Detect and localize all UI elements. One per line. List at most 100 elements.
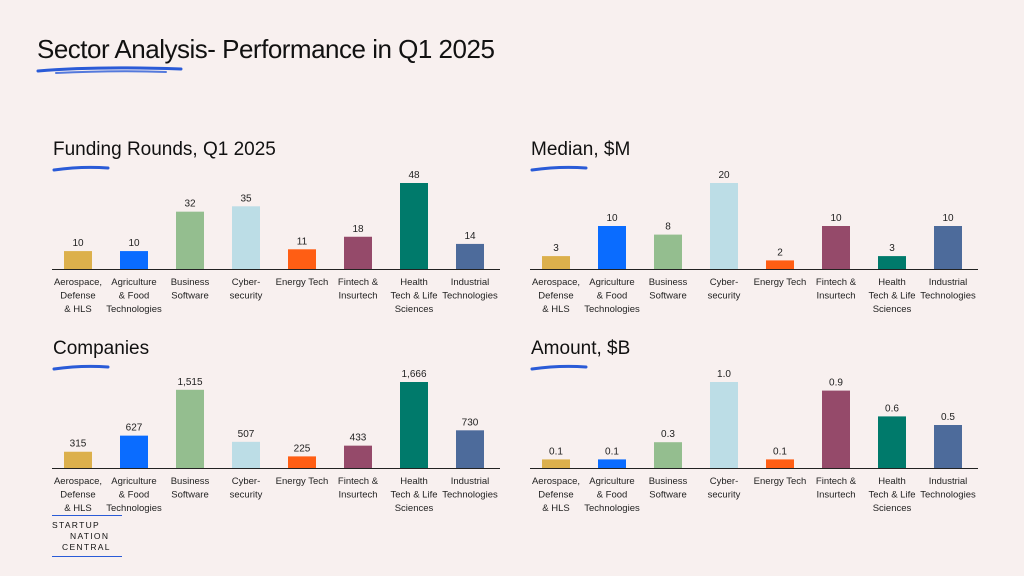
- category-label: Agriculture & Food Technologies: [106, 476, 162, 514]
- category-label: Fintech & Insurtech: [338, 277, 379, 302]
- chart-funding-rounds: Funding Rounds, Q1 2025 10 Aerospace, Defe…: [52, 139, 512, 315]
- chart-title: Funding Rounds, Q1 2025: [53, 139, 276, 160]
- data-label: 0.9: [829, 378, 843, 389]
- category-label: Energy Tech: [754, 476, 807, 487]
- data-label: 10: [830, 213, 842, 224]
- chart-amount: Amount, $B 0.1 Aerospace, Defense & HLS 0.1 A…: [530, 338, 990, 514]
- data-label: 315: [70, 439, 87, 450]
- category-label: Energy Tech: [754, 277, 807, 288]
- category-label: Cyber-security: [230, 476, 263, 501]
- category-label: Business Software: [649, 476, 688, 501]
- data-label: 18: [352, 224, 364, 235]
- bar: [878, 256, 906, 269]
- category-label: Fintech & Insurtech: [338, 476, 379, 501]
- bar: [542, 256, 570, 269]
- bar: [822, 226, 850, 269]
- category-label: Agriculture & Food Technologies: [106, 277, 162, 315]
- data-label: 0.1: [773, 446, 787, 457]
- bar: [710, 382, 738, 468]
- data-label: 3: [553, 243, 559, 254]
- bar: [400, 382, 428, 468]
- chart-companies: Companies 315 Aerospace, Defense & HLS 627 Ag…: [52, 338, 512, 514]
- category-label: Agriculture & Food Technologies: [584, 476, 640, 514]
- category-label: Agriculture & Food Technologies: [584, 277, 640, 315]
- bar: [456, 430, 484, 468]
- data-label: 35: [240, 193, 252, 204]
- data-label: 2: [777, 247, 783, 258]
- category-label: Aerospace, Defense & HLS: [532, 476, 580, 514]
- category-label: Energy Tech: [276, 476, 329, 487]
- bar: [232, 206, 260, 269]
- bar: [934, 425, 962, 468]
- chart-title-underline: [52, 165, 110, 172]
- chart-title: Amount, $B: [531, 338, 631, 359]
- bar: [120, 251, 148, 269]
- category-label: Aerospace, Defense & HLS: [532, 277, 580, 315]
- data-label: 0.3: [661, 429, 675, 440]
- data-label: 10: [128, 238, 140, 249]
- category-label: Industrial Technologies: [442, 476, 498, 501]
- logo-line: NATION: [70, 531, 110, 541]
- bar: [344, 236, 372, 269]
- data-label: 1,666: [401, 369, 426, 380]
- category-label: Industrial Technologies: [920, 277, 976, 302]
- bar: [598, 459, 626, 468]
- bar: [542, 459, 570, 468]
- bar: [710, 183, 738, 269]
- bar: [456, 243, 484, 269]
- data-label: 14: [464, 231, 476, 242]
- bar: [654, 442, 682, 468]
- bar: [598, 226, 626, 269]
- logo-line: CENTRAL: [62, 542, 111, 552]
- bar: [232, 441, 260, 468]
- category-label: Business Software: [649, 277, 688, 302]
- data-label: 32: [184, 199, 196, 210]
- category-label: Energy Tech: [276, 277, 329, 288]
- bar: [878, 416, 906, 468]
- bar-chart: 10 Aerospace, Defense & HLS 10 Agriculture & F…: [52, 170, 500, 315]
- data-label: 627: [126, 423, 143, 434]
- data-label: 433: [350, 433, 367, 444]
- bar-chart: 0.1 Aerospace, Defense & HLS 0.1 Agriculture &…: [530, 369, 978, 514]
- bar: [176, 389, 204, 468]
- data-label: 730: [462, 417, 479, 428]
- bar: [766, 260, 794, 269]
- data-label: 8: [665, 222, 671, 233]
- chart-title-underline: [52, 364, 110, 371]
- category-label: Business Software: [171, 476, 210, 501]
- bar: [288, 249, 316, 269]
- category-label: Business Software: [171, 277, 210, 302]
- data-label: 10: [942, 213, 954, 224]
- category-label: Industrial Technologies: [442, 277, 498, 302]
- page-title: Sector Analysis- Performance in Q1 2025: [37, 34, 495, 64]
- category-label: Health Tech & Life Sciences: [391, 277, 438, 315]
- data-label: 225: [294, 443, 311, 454]
- bar: [288, 456, 316, 468]
- bar: [766, 459, 794, 468]
- category-label: Aerospace, Defense & HLS: [54, 476, 102, 514]
- bar: [822, 390, 850, 468]
- bar: [400, 183, 428, 269]
- category-label: Aerospace, Defense & HLS: [54, 277, 102, 315]
- category-label: Cyber-security: [708, 277, 741, 302]
- data-label: 507: [238, 429, 255, 440]
- category-label: Health Tech & Life Sciences: [869, 277, 916, 315]
- category-label: Cyber-security: [708, 476, 741, 501]
- bar: [64, 451, 92, 468]
- data-label: 3: [889, 243, 895, 254]
- category-label: Cyber-security: [230, 277, 263, 302]
- data-label: 0.1: [549, 446, 563, 457]
- title-underline-swoosh: [36, 66, 183, 74]
- chart-median: Median, $M 3 Aerospace, Defense & HLS 10 Agri…: [530, 139, 990, 315]
- chart-title: Median, $M: [531, 139, 631, 160]
- data-label: 48: [408, 170, 420, 181]
- data-label: 10: [72, 238, 84, 249]
- bar: [344, 445, 372, 468]
- logo-line: STARTUP: [52, 520, 100, 530]
- category-label: Health Tech & Life Sciences: [391, 476, 438, 514]
- bar: [654, 234, 682, 269]
- category-label: Industrial Technologies: [920, 476, 976, 501]
- chart-title-underline: [530, 165, 588, 172]
- bar: [934, 226, 962, 269]
- data-label: 0.1: [605, 446, 619, 457]
